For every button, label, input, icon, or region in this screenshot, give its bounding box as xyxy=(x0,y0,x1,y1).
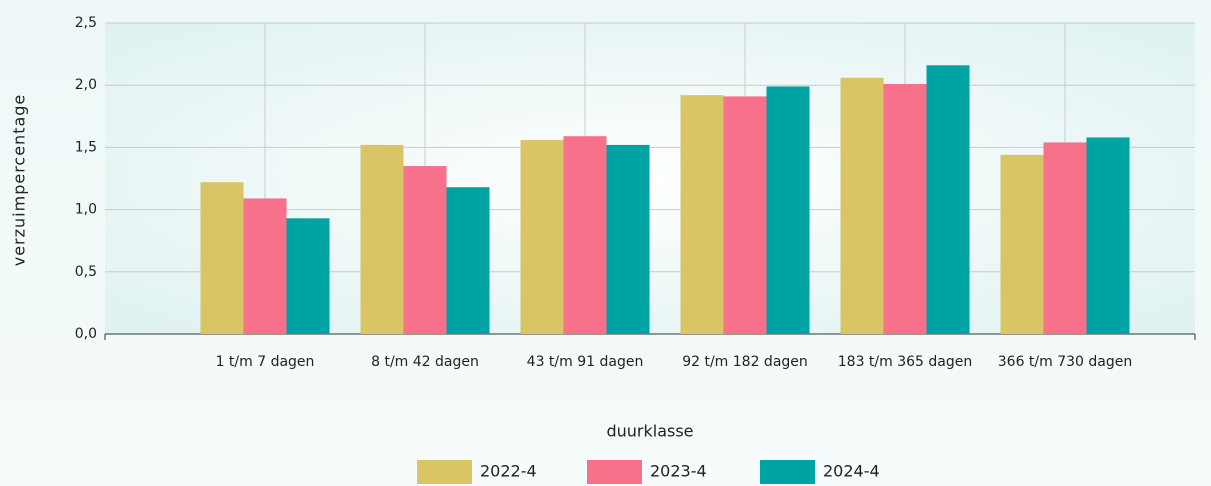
bar xyxy=(403,166,447,334)
bar xyxy=(883,83,927,335)
legend-swatch xyxy=(760,460,815,484)
bar xyxy=(446,187,490,334)
bar xyxy=(926,65,970,335)
bar xyxy=(606,144,650,334)
bar xyxy=(766,86,810,334)
y-tick-label: 2,0 xyxy=(75,77,97,93)
bar xyxy=(1000,154,1044,334)
y-tick-label: 1,5 xyxy=(75,139,97,155)
x-tick-label: 92 t/m 182 dagen xyxy=(682,354,808,370)
bar xyxy=(723,96,767,334)
x-tick-label: 183 t/m 365 dagen xyxy=(837,354,973,370)
y-tick-label: 0,5 xyxy=(75,264,97,280)
bar xyxy=(1043,142,1087,334)
bar xyxy=(1086,137,1130,334)
bar xyxy=(563,136,607,334)
bar xyxy=(520,139,564,334)
y-tick-label: 2,5 xyxy=(75,15,97,31)
x-axis-title: duurklasse xyxy=(606,422,693,441)
legend-label: 2024-4 xyxy=(823,462,880,481)
legend-label: 2023-4 xyxy=(650,462,707,481)
bar xyxy=(243,198,287,334)
x-tick-label: 8 t/m 42 dagen xyxy=(371,354,479,370)
x-tick-label: 43 t/m 91 dagen xyxy=(526,354,644,370)
legend-swatch xyxy=(587,460,642,484)
legend-swatch xyxy=(417,460,472,484)
bar xyxy=(286,218,330,334)
legend-label: 2022-4 xyxy=(480,462,537,481)
bar xyxy=(360,144,404,334)
bar xyxy=(680,95,724,334)
x-tick-label: 366 t/m 730 dagen xyxy=(997,354,1133,370)
x-tick-label: 1 t/m 7 dagen xyxy=(215,354,315,370)
bar xyxy=(200,182,244,334)
y-axis-title: verzuimpercentage xyxy=(10,94,29,267)
y-tick-label: 1,0 xyxy=(75,202,97,218)
y-tick-label: 0,0 xyxy=(75,326,97,342)
bar xyxy=(840,77,884,335)
